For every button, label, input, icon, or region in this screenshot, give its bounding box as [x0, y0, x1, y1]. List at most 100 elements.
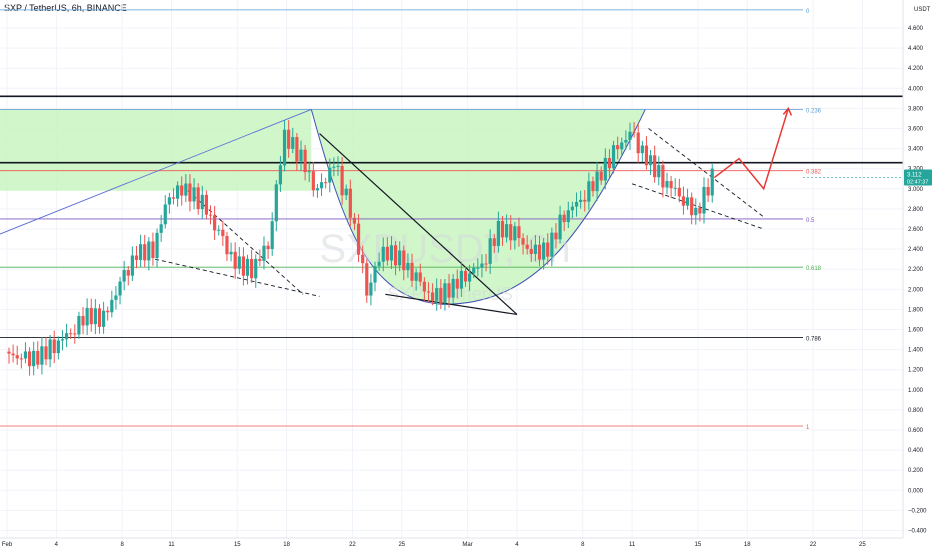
candle-body	[632, 131, 636, 133]
fib-label: 1	[806, 425, 810, 431]
candle-body	[525, 244, 529, 249]
candle-body	[599, 171, 603, 181]
time-tick-label: 8	[120, 542, 124, 548]
price-tick-label: −0.400	[908, 529, 927, 535]
candle-body	[591, 181, 595, 192]
candle-body	[443, 283, 447, 303]
price-badge-countdown: 02:47:37	[907, 180, 928, 186]
candle-body	[377, 261, 381, 267]
trendline-blue	[0, 108, 312, 235]
candle-body	[233, 251, 237, 269]
time-tick-label: 18	[744, 542, 751, 548]
price-badge	[904, 169, 932, 186]
candle-body	[702, 186, 706, 214]
candle-body	[418, 272, 422, 282]
candle-body	[402, 250, 406, 271]
candle-body	[23, 351, 28, 359]
candle-body	[500, 220, 505, 238]
candle-body	[640, 145, 644, 154]
candle-body	[644, 145, 649, 166]
candle-body	[653, 155, 657, 178]
candle-body	[106, 310, 110, 313]
candle-body	[101, 310, 106, 327]
candle-body	[328, 167, 332, 183]
time-tick-label: 4	[55, 542, 59, 548]
candle-body	[628, 131, 632, 140]
candle-body	[616, 145, 620, 150]
time-tick-label: 4	[515, 542, 519, 548]
candle-body	[677, 187, 681, 197]
price-tick-label: 0.400	[908, 448, 924, 454]
candle-body	[558, 214, 562, 240]
candle-body	[44, 346, 48, 360]
candle-body	[319, 182, 324, 189]
price-tick-label: 4.000	[908, 86, 924, 92]
time-axis[interactable]: Feb 4 8 11 15 18 22 25 Mar 4 8 11 15 18 22 25	[0, 537, 903, 548]
candle-body	[332, 166, 336, 168]
candle-body	[155, 232, 159, 259]
candle-body	[287, 129, 291, 149]
candle-body	[122, 270, 126, 282]
candle-body	[365, 263, 369, 296]
candle-body	[509, 224, 513, 241]
price-tick-label: −0.200	[908, 508, 927, 514]
candle-body	[385, 246, 389, 261]
candle-body	[208, 214, 213, 216]
candle-body	[180, 185, 184, 196]
candle-body	[64, 333, 69, 340]
candle-body	[505, 224, 509, 238]
candle-body	[414, 272, 418, 281]
time-tick-label: 15	[695, 542, 702, 548]
price-tick-label: 2.800	[908, 207, 924, 213]
candle-body	[171, 197, 176, 199]
candle-body	[311, 171, 315, 191]
candle-body	[574, 201, 579, 207]
time-tick-label: 8	[581, 542, 585, 548]
candle-body	[229, 251, 233, 255]
candle-body	[48, 339, 52, 360]
price-axis[interactable]: USDT 4.600 4.400 4.200 4.000 3.800 3.600 3.400 3…	[803, 0, 932, 538]
candle-body	[225, 236, 229, 255]
candle-body	[542, 242, 546, 260]
candle-body	[517, 226, 521, 239]
time-tick-label: 18	[283, 542, 290, 548]
fib-label: 0.786	[806, 337, 822, 343]
candle-body	[69, 333, 73, 335]
candle-body	[657, 165, 661, 178]
candle-body	[595, 171, 599, 192]
candle-body	[97, 308, 102, 327]
price-tick-label: 1.800	[908, 307, 924, 313]
candle-body	[648, 155, 653, 166]
fib-label: 0.618	[806, 266, 822, 272]
candle-body	[258, 258, 262, 261]
candle-body	[398, 250, 402, 266]
candle-body	[468, 273, 472, 282]
candle-body	[570, 206, 575, 211]
fib-label: 0.236	[806, 108, 822, 114]
candle-body	[262, 245, 266, 261]
candle-body	[533, 244, 537, 254]
candle-body	[361, 254, 365, 264]
projection-arrow-icon	[782, 106, 793, 116]
trendline-support	[385, 293, 518, 316]
candle-body	[681, 196, 686, 206]
candle-body	[373, 266, 377, 283]
candle-body	[669, 181, 673, 189]
candle-body	[529, 248, 533, 254]
candle-body	[73, 333, 77, 335]
candle-body	[291, 137, 295, 149]
price-tick-label: 3.400	[908, 147, 924, 153]
price-tick-label: 0.800	[908, 408, 924, 414]
candle-body	[406, 262, 410, 271]
projection-path	[713, 108, 790, 191]
candle-body	[381, 246, 385, 262]
fib-label: 0	[806, 9, 810, 15]
candle-body	[89, 307, 93, 325]
price-tick-label: 0.000	[908, 488, 924, 494]
candle-body	[36, 350, 40, 365]
range-zone	[0, 109, 312, 191]
candle-body	[77, 315, 81, 335]
price-tick-label: 4.200	[908, 66, 924, 72]
candle-body	[93, 308, 97, 325]
